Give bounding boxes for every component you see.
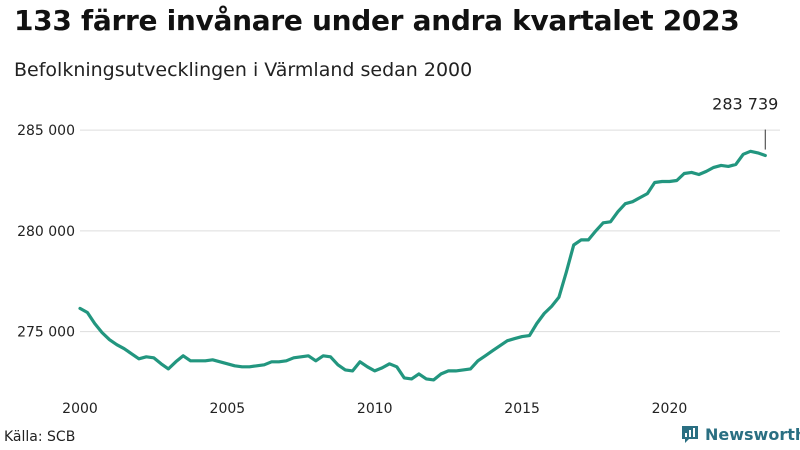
x-tick-label: 2000: [62, 401, 98, 417]
x-tick-label: 2005: [210, 401, 246, 417]
population-line: [78, 149, 767, 382]
x-tick-label: 2015: [504, 401, 540, 417]
y-tick-label: 275 000: [17, 325, 75, 341]
source-note: Källa: SCB: [4, 429, 76, 445]
y-tick-label: 285 000: [17, 123, 75, 139]
y-tick-label: 280 000: [17, 224, 75, 240]
chart-subtitle: Befolkningsutvecklingen i Värmland sedan…: [14, 59, 473, 81]
y-axis-tick-labels: 275 000 280 000 285 000: [17, 123, 75, 340]
brand-name: Newsworthy: [705, 424, 800, 444]
grid-lines: [80, 129, 780, 333]
brand-logo: Newsworthy: [680, 424, 800, 444]
x-axis-tick-labels: 2000 2005 2010 2015 2020: [62, 401, 687, 417]
x-tick-label: 2020: [652, 401, 688, 417]
last-value-label: 283 739: [712, 95, 778, 114]
chart-title: 133 färre invånare under andra kvartalet…: [14, 4, 740, 37]
bar-chart-logo-icon: [682, 426, 698, 443]
x-tick-label: 2010: [357, 401, 393, 417]
